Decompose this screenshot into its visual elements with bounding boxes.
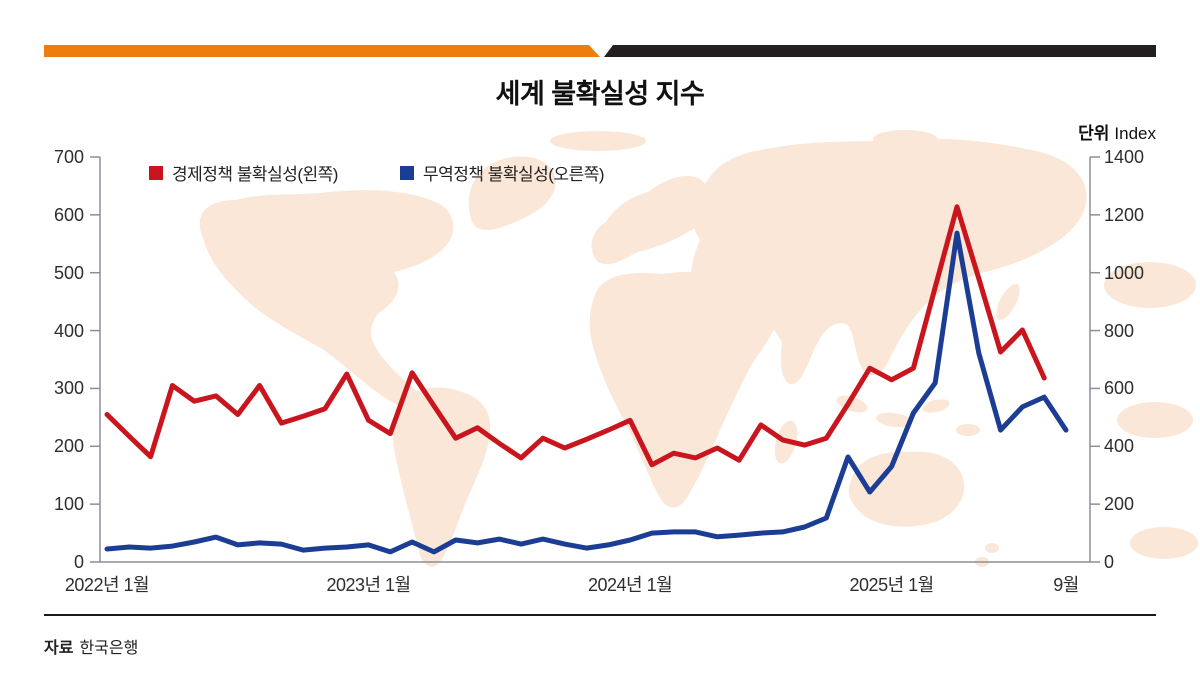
right-axis-labels: 0 200 400 600 800 1000 1200 1400 <box>1104 0 1164 684</box>
world-map <box>199 130 1198 567</box>
source-value: 한국은행 <box>79 640 139 657</box>
unit-value: Index <box>1114 124 1156 143</box>
right-axis-tick-label: 400 <box>1104 436 1135 457</box>
left-axis-tick-label: 100 <box>53 494 84 515</box>
header-bar-black <box>604 45 1156 57</box>
right-axis-tick-label: 1200 <box>1104 204 1145 225</box>
header-bar <box>44 45 1156 57</box>
x-axis-tick-label: 2023년 1월 <box>326 575 411 595</box>
legend-item-tpu: 무역정책 불확실성(오른쪽) <box>399 160 605 185</box>
series-layer <box>104 204 1069 555</box>
left-axis-tick-label: 400 <box>53 320 84 341</box>
legend-label-tpu: 무역정책 불확실성(오른쪽) <box>422 165 605 184</box>
right-axis-tick-label: 1000 <box>1104 262 1145 283</box>
left-axis-tick-label: 300 <box>53 378 84 399</box>
x-axis-tick-label: 2025년 1월 <box>849 575 935 595</box>
header-bar-orange <box>44 45 600 57</box>
x-axis-tick-label: 2022년 1월 <box>64 575 150 595</box>
unit-note: 단위 Index <box>1078 119 1156 144</box>
left-axis-tick-label: 0 <box>73 552 84 572</box>
page-title: 세계 불확실성 지수 <box>495 79 705 109</box>
legend-swatch-tpu <box>399 165 414 180</box>
legend: 경제정책 불확실성(왼쪽) 무역정책 불확실성(오른쪽) <box>149 160 605 185</box>
legend-swatch-epu <box>149 165 163 180</box>
axes-layer <box>90 156 1100 563</box>
legend-item-epu: 경제정책 불확실성(왼쪽) <box>149 160 338 185</box>
right-axis-tick-label: 0 <box>1104 552 1115 572</box>
series-line-tpu <box>104 230 1069 555</box>
right-axis-tick-label: 1400 <box>1104 147 1145 167</box>
x-axis-tick-label: 2024년 1월 <box>587 575 673 595</box>
left-axis-tick-label: 700 <box>53 147 84 167</box>
source-label: 자료 <box>44 640 74 657</box>
legend-label-epu: 경제정책 불확실성(왼쪽) <box>172 165 338 184</box>
footer-divider <box>44 614 1156 616</box>
left-axis-tick-label: 500 <box>53 262 84 283</box>
right-axis-tick-label: 200 <box>1104 494 1135 515</box>
right-axis-tick-label: 600 <box>1104 378 1135 399</box>
left-axis-tick-label: 600 <box>53 204 84 225</box>
x-axis-tick-label: 9월 <box>1053 575 1079 595</box>
right-axis-tick-label: 800 <box>1104 320 1135 341</box>
unit-label: 단위 <box>1078 124 1110 143</box>
source-note: 자료 한국은행 <box>44 634 138 658</box>
left-axis-labels: 0 100 200 300 400 500 600 700 <box>38 0 84 684</box>
left-axis-tick-label: 200 <box>53 436 84 457</box>
series-line-epu <box>104 204 1047 468</box>
